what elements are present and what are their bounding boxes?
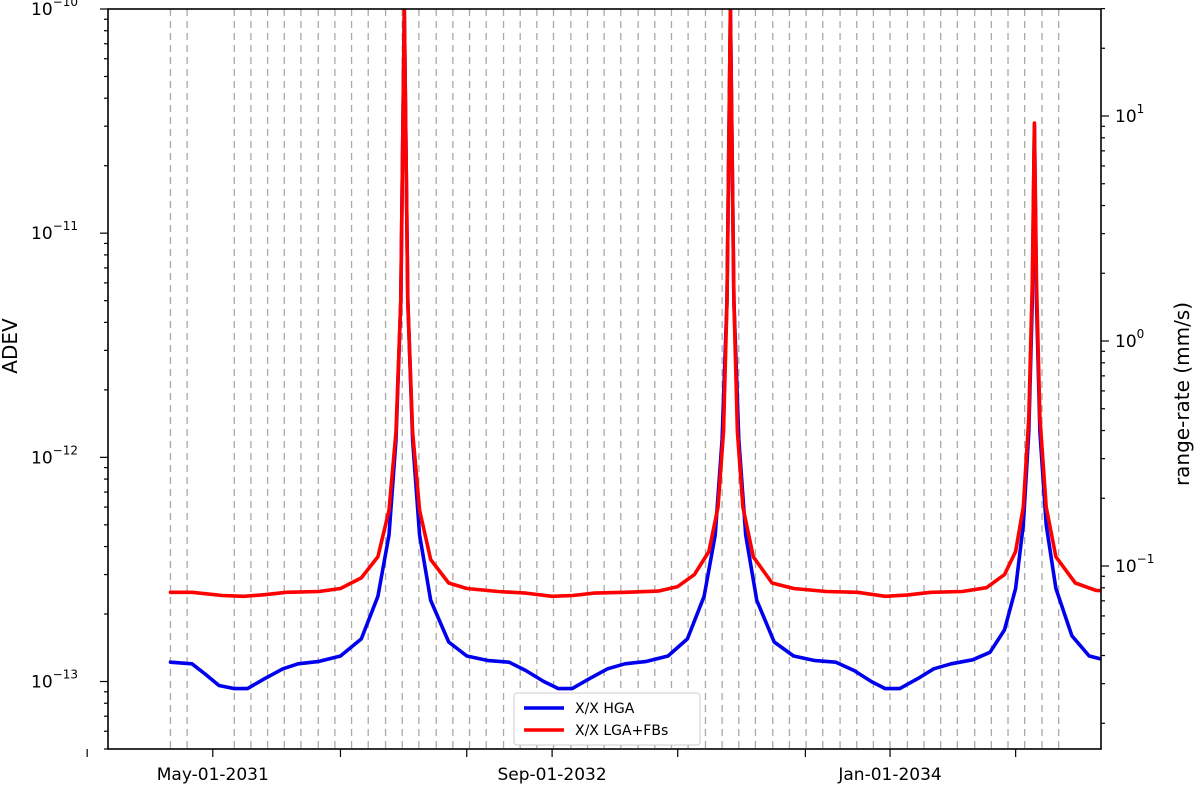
y-axis-right: 10−1 100 101: [1101, 8, 1154, 724]
vertical-marker-lines: [169, 9, 1060, 749]
x-tick-label: Jan-01-2034: [837, 765, 941, 785]
x-axis: May-01-2031 Sep-01-2032 Jan-01-2034: [86, 749, 1017, 785]
y-tick-label: 10−12: [31, 443, 78, 468]
y-axis-left: 10−13 10−12 10−11 10−10: [31, 0, 108, 750]
y-tick-label: 10−11: [31, 219, 78, 244]
legend-label-lga: X/X LGA+FBs: [575, 723, 668, 739]
series-line-1: [168, 9, 1101, 599]
x-tick-label: May-01-2031: [157, 765, 269, 785]
y2-axis-title: range-rate (mm/s): [1170, 302, 1194, 486]
series-lines: [168, 9, 1101, 691]
x-tick-label: Sep-01-2032: [497, 765, 606, 785]
plot-frame: [107, 8, 1102, 750]
y2-tick-label: 10−1: [1115, 552, 1154, 577]
y2-tick-label: 100: [1115, 327, 1144, 352]
y2-tick-label: 101: [1115, 102, 1144, 127]
legend-box: [513, 692, 701, 746]
legend-label-hga: X/X HGA: [575, 701, 635, 717]
legend: X/X HGA X/X LGA+FBs: [513, 692, 701, 746]
series-line-0: [168, 9, 1101, 691]
y-tick-label: 10−10: [31, 0, 78, 20]
y-tick-label: 10−13: [31, 668, 78, 693]
y-axis-title: ADEV: [0, 318, 22, 374]
